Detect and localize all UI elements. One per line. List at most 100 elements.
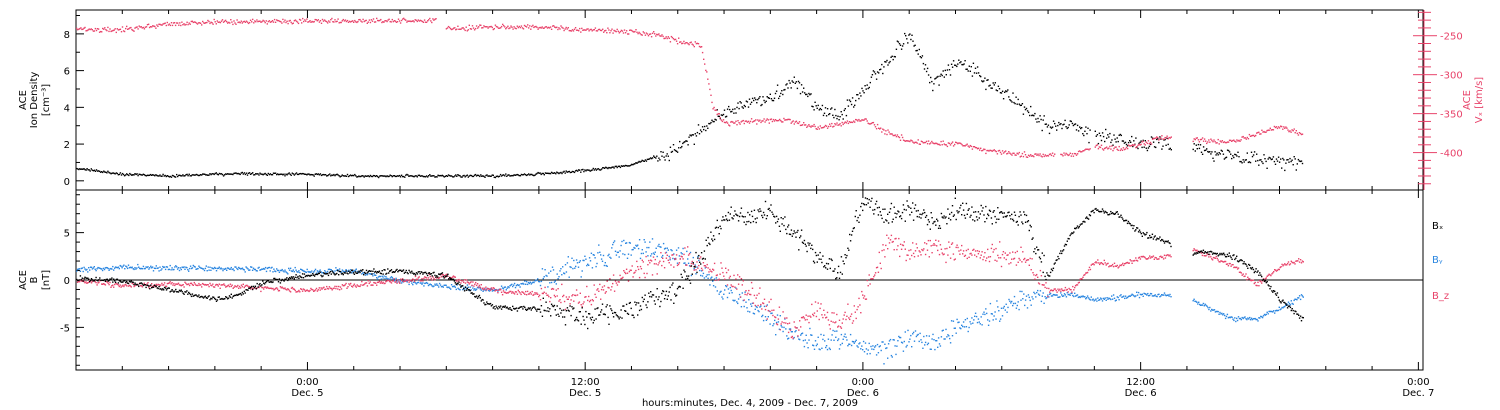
data-point xyxy=(442,175,444,177)
data-point xyxy=(1013,257,1016,260)
data-point xyxy=(938,343,941,345)
data-point xyxy=(623,29,626,31)
data-point xyxy=(691,134,693,136)
data-point xyxy=(149,26,152,28)
data-point xyxy=(430,277,432,280)
data-point xyxy=(166,175,168,177)
data-point xyxy=(203,284,206,286)
data-point xyxy=(137,174,139,177)
data-point xyxy=(976,148,979,150)
data-point xyxy=(388,280,391,283)
data-point xyxy=(174,176,177,178)
data-point xyxy=(496,289,498,291)
data-point xyxy=(1157,136,1159,139)
data-point xyxy=(891,356,893,358)
data-point xyxy=(378,176,380,179)
data-point xyxy=(396,21,399,23)
data-point xyxy=(993,149,995,151)
data-point xyxy=(1104,297,1106,299)
data-point xyxy=(1290,300,1292,302)
data-point xyxy=(834,330,836,332)
data-point xyxy=(531,282,533,284)
data-point xyxy=(690,41,692,43)
data-point xyxy=(630,269,632,271)
data-point xyxy=(740,278,743,280)
data-point xyxy=(672,254,674,256)
data-point xyxy=(549,300,551,303)
data-point xyxy=(265,173,267,176)
data-point xyxy=(372,284,374,286)
data-point xyxy=(1028,264,1030,266)
data-point xyxy=(316,290,319,292)
data-point xyxy=(920,254,922,256)
data-point xyxy=(647,35,650,37)
data-point xyxy=(450,284,453,286)
data-point xyxy=(220,267,222,269)
data-point xyxy=(523,173,526,175)
data-point xyxy=(432,175,434,177)
data-point xyxy=(756,294,758,296)
data-point xyxy=(1019,290,1021,293)
data-point xyxy=(938,143,940,146)
data-point xyxy=(787,323,789,325)
data-point xyxy=(1073,152,1076,155)
data-point xyxy=(520,293,522,296)
data-point xyxy=(251,21,253,23)
data-point xyxy=(406,21,408,23)
data-point xyxy=(849,121,852,124)
data-point xyxy=(973,72,976,74)
data-point xyxy=(959,327,961,329)
data-point xyxy=(680,41,682,43)
data-point xyxy=(570,266,572,269)
data-point xyxy=(1102,135,1105,138)
data-point xyxy=(1027,154,1030,156)
data-point xyxy=(285,271,287,273)
data-point xyxy=(690,135,692,137)
data-point xyxy=(1213,139,1215,141)
data-point xyxy=(707,267,709,269)
data-point xyxy=(1069,120,1071,122)
data-point xyxy=(1297,297,1299,299)
data-point xyxy=(952,320,955,322)
data-point xyxy=(153,25,155,27)
data-point xyxy=(1113,147,1115,150)
data-point xyxy=(220,173,223,175)
data-point xyxy=(155,283,157,286)
data-point xyxy=(280,21,282,23)
data-point xyxy=(348,269,350,271)
data-point xyxy=(336,173,338,175)
data-point xyxy=(697,43,700,45)
data-point xyxy=(1047,155,1050,157)
data-point xyxy=(208,285,210,288)
data-point xyxy=(700,274,702,277)
data-point xyxy=(304,290,307,292)
data-point xyxy=(128,267,131,269)
data-point xyxy=(639,161,641,163)
data-point xyxy=(120,286,122,288)
data-point xyxy=(214,284,217,286)
data-point xyxy=(351,272,353,274)
data-point xyxy=(609,32,611,34)
data-point xyxy=(629,165,631,167)
data-point xyxy=(1271,129,1273,131)
data-point xyxy=(109,268,111,270)
data-point xyxy=(958,321,960,323)
data-point xyxy=(549,282,551,284)
data-point xyxy=(773,97,776,99)
data-point xyxy=(206,174,208,176)
data-point xyxy=(767,309,769,312)
data-point xyxy=(973,319,975,321)
data-point xyxy=(557,278,559,280)
data-point xyxy=(402,18,404,20)
data-point xyxy=(557,172,559,174)
data-point xyxy=(131,282,133,284)
data-point xyxy=(1214,151,1216,153)
data-point xyxy=(822,338,824,341)
data-point xyxy=(725,271,728,274)
data-point xyxy=(718,278,720,280)
data-point xyxy=(338,175,340,177)
data-point xyxy=(629,269,631,271)
data-point xyxy=(141,174,143,176)
data-point xyxy=(341,284,344,286)
data-point xyxy=(723,121,726,124)
